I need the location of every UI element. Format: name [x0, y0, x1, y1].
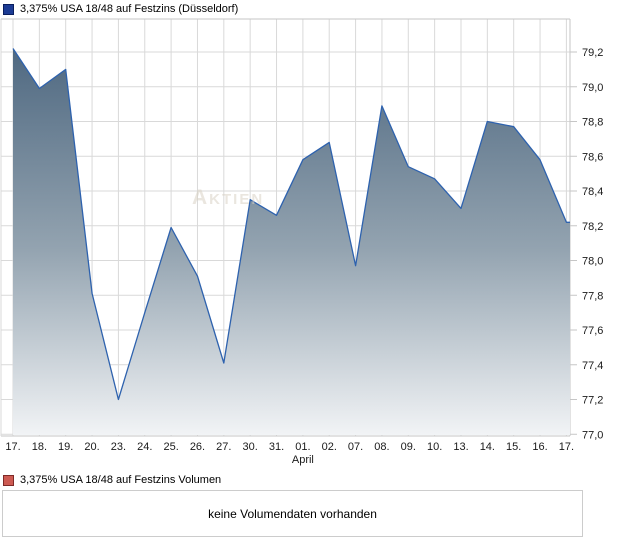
y-axis-label: 77,4	[582, 360, 603, 372]
x-axis-label: 25.	[163, 441, 178, 453]
x-axis-label: 18.	[32, 441, 47, 453]
price-chart: 77,0 77,2 77,4 77,6 77,8 78,0 78,2 78,4 78,6 78,8…	[0, 18, 603, 466]
price-series-label: 3,375% USA 18/48 auf Festzins (Düsseldor…	[20, 3, 239, 15]
y-axis-label: 77,8	[582, 290, 603, 302]
x-axis-label: 20.	[84, 441, 99, 453]
x-axis-label: 10.	[427, 441, 442, 453]
y-axis-label: 78,8	[582, 117, 603, 129]
x-axis-label: 17.	[559, 441, 574, 453]
y-axis-label: 79,0	[582, 82, 603, 94]
volume-series-legend: 3,375% USA 18/48 auf Festzins Volumen	[3, 474, 221, 486]
price-series-swatch-icon	[3, 3, 14, 15]
price-chart-canvas: 77,0 77,2 77,4 77,6 77,8 78,0 78,2 78,4 78,6 78,8…	[0, 18, 603, 466]
x-axis-label: 14.	[480, 441, 495, 453]
volume-series-swatch-icon	[3, 474, 14, 486]
x-axis-label: 07.	[348, 441, 363, 453]
x-axis-label: 24.	[137, 441, 152, 453]
x-axis-label: 26.	[190, 441, 205, 453]
price-area	[13, 48, 570, 435]
x-axis-label: 17.	[5, 441, 20, 453]
x-axis-label: 30.	[243, 441, 258, 453]
x-axis-label: 16.	[532, 441, 547, 453]
y-axis-label: 77,6	[582, 325, 603, 337]
x-axis-label: 31.	[269, 441, 284, 453]
x-axis-month-label: April	[292, 454, 314, 466]
x-axis-label: 13.	[453, 441, 468, 453]
price-line	[12, 48, 570, 401]
y-axis-label: 78,2	[582, 221, 603, 233]
x-axis-label: 19.	[58, 441, 73, 453]
y-axis-label: 78,0	[582, 256, 603, 268]
x-axis-label: 15.	[506, 441, 521, 453]
volume-empty-message: keine Volumendaten vorhanden	[208, 506, 377, 521]
y-axis-label: 77,0	[582, 429, 603, 441]
price-series-legend: 3,375% USA 18/48 auf Festzins (Düsseldor…	[3, 3, 238, 15]
y-axis-label: 77,2	[582, 395, 603, 407]
x-axis-label: 27.	[216, 441, 231, 453]
volume-empty-panel: keine Volumendaten vorhanden	[2, 490, 583, 537]
x-axis-label: 02.	[322, 441, 337, 453]
x-axis-label: 01.	[295, 441, 310, 453]
y-axis-label: 79,2	[582, 47, 603, 59]
x-axis-label: 23.	[111, 441, 126, 453]
y-axis-label: 78,4	[582, 186, 603, 198]
volume-series-label: 3,375% USA 18/48 auf Festzins Volumen	[20, 474, 222, 486]
y-axis-label: 78,6	[582, 151, 603, 163]
x-axis-label: 09.	[401, 441, 416, 453]
x-axis-label: 08.	[374, 441, 389, 453]
